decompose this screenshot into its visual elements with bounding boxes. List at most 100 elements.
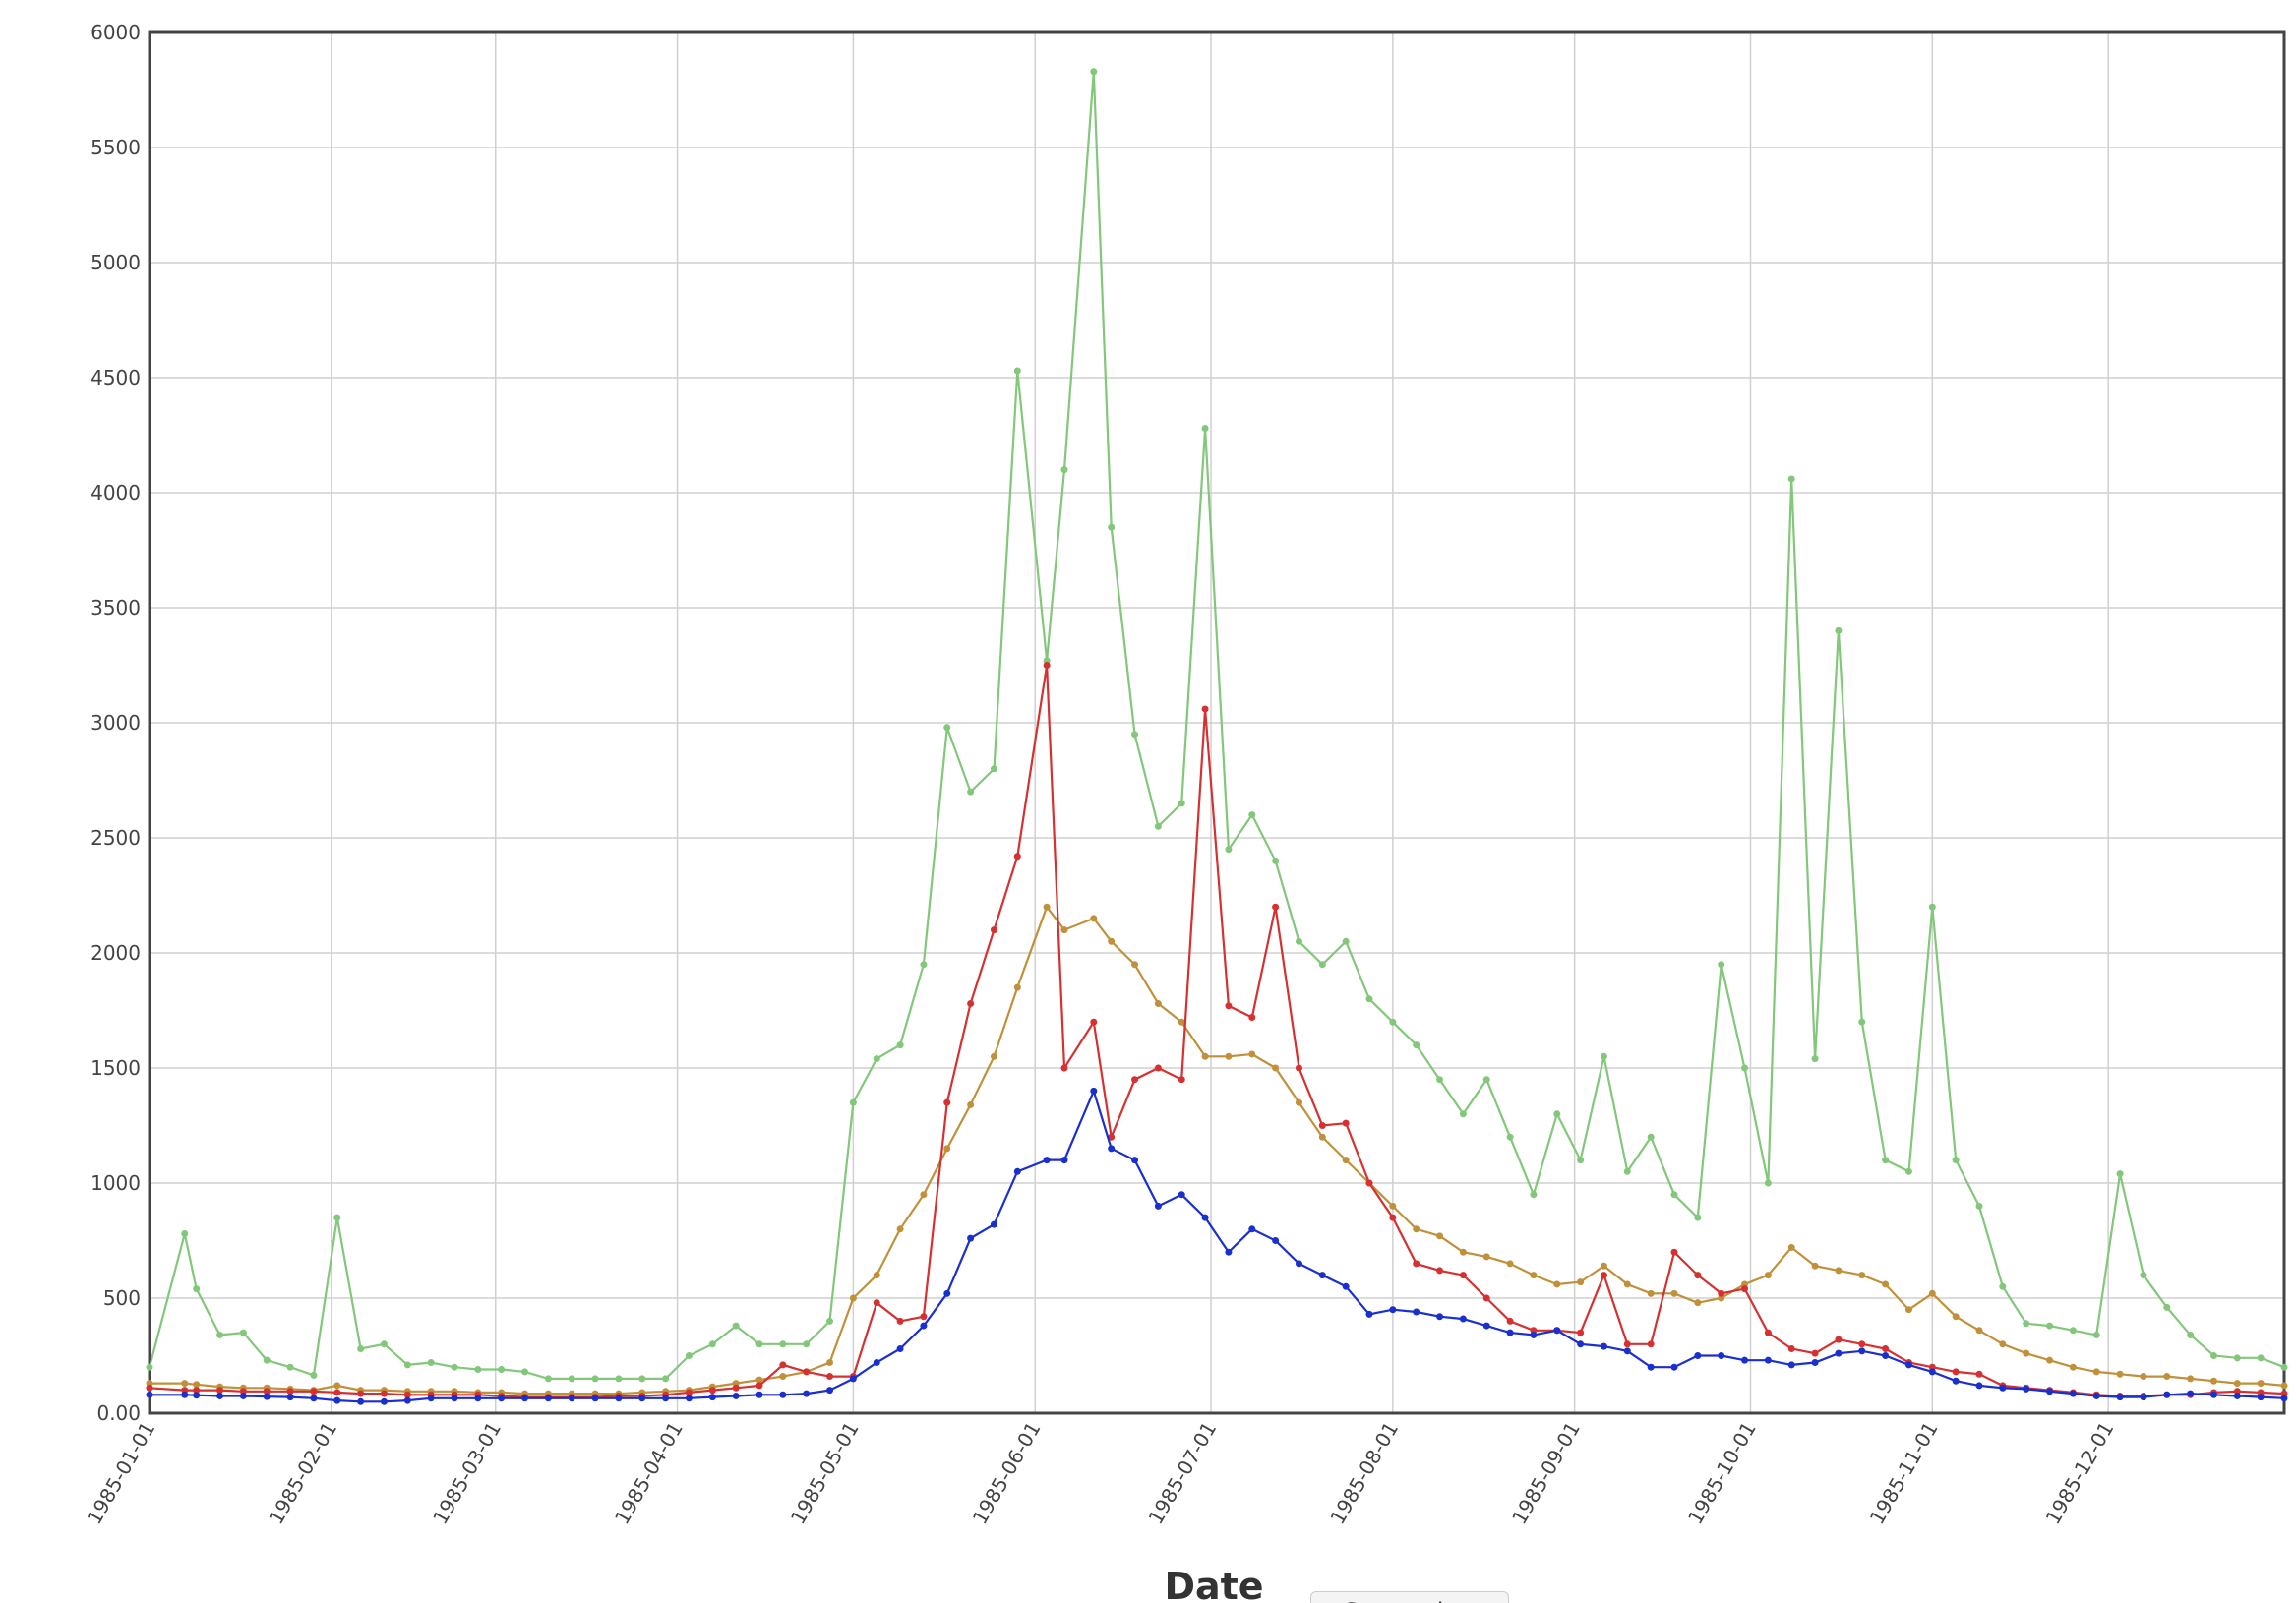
point xyxy=(1764,1179,1772,1187)
point xyxy=(803,1340,811,1348)
point xyxy=(1835,1349,1843,1357)
x-axis-label: Date xyxy=(1164,1565,1263,1603)
point xyxy=(357,1390,365,1397)
point xyxy=(1154,1202,1162,1210)
point xyxy=(1482,1294,1490,1302)
point xyxy=(662,1375,670,1383)
point xyxy=(286,1394,294,1401)
x-tick-label: 1985-02-01 xyxy=(264,1418,341,1529)
point xyxy=(1225,846,1233,854)
point xyxy=(1248,811,1256,819)
point xyxy=(403,1396,411,1404)
point xyxy=(1741,1356,1749,1364)
point xyxy=(967,788,975,796)
point xyxy=(2257,1354,2265,1362)
point xyxy=(2069,1390,2077,1397)
point xyxy=(1365,1179,1373,1187)
point xyxy=(239,1329,247,1336)
point xyxy=(638,1395,646,1402)
point xyxy=(1577,1157,1585,1164)
point xyxy=(193,1392,201,1399)
point xyxy=(615,1375,623,1383)
x-tick-label: 1985-08-01 xyxy=(1325,1418,1403,1529)
point xyxy=(1694,1272,1702,1279)
point xyxy=(943,1145,951,1153)
point xyxy=(849,1098,857,1106)
point xyxy=(2023,1385,2030,1393)
point xyxy=(181,1391,189,1398)
point xyxy=(685,1389,693,1396)
point xyxy=(1928,903,1936,911)
line xyxy=(149,665,2285,1398)
series xyxy=(146,662,2288,1401)
point xyxy=(591,1395,599,1402)
point xyxy=(779,1361,787,1369)
point xyxy=(1436,1232,1444,1240)
point xyxy=(568,1395,575,1402)
point xyxy=(1225,1002,1233,1010)
point xyxy=(1318,1122,1326,1129)
point xyxy=(1178,800,1185,807)
point xyxy=(1718,1289,1725,1297)
point xyxy=(1318,961,1326,969)
point xyxy=(568,1375,575,1383)
point xyxy=(1013,853,1021,861)
point xyxy=(1201,1052,1209,1060)
y-tick-label: 500 xyxy=(103,1286,141,1310)
point xyxy=(2046,1356,2054,1364)
point xyxy=(193,1381,201,1389)
point xyxy=(1858,1018,1866,1026)
point xyxy=(1975,1382,1983,1390)
point xyxy=(193,1387,201,1395)
point xyxy=(1108,1145,1116,1153)
point xyxy=(685,1395,693,1402)
point xyxy=(1718,1352,1725,1359)
point xyxy=(1952,1313,1960,1321)
point xyxy=(1365,1310,1373,1318)
point xyxy=(427,1359,435,1367)
y-tick-label: 2500 xyxy=(91,826,141,850)
point xyxy=(2187,1331,2195,1338)
y-tick-label: 2000 xyxy=(91,941,141,965)
point xyxy=(193,1285,201,1293)
point xyxy=(967,1100,975,1108)
point xyxy=(1013,1167,1021,1175)
x-tick-label: 1985-07-01 xyxy=(1143,1418,1221,1529)
point xyxy=(1482,1322,1490,1330)
point xyxy=(1389,1214,1397,1221)
point xyxy=(1043,903,1051,911)
point xyxy=(1389,1018,1397,1026)
point xyxy=(1623,1340,1631,1348)
point xyxy=(1178,1076,1185,1084)
point xyxy=(896,1225,904,1233)
point xyxy=(1272,857,1280,864)
point xyxy=(1952,1377,1960,1385)
point xyxy=(896,1317,904,1325)
point xyxy=(1577,1329,1585,1336)
point xyxy=(1201,705,1209,713)
point xyxy=(2233,1354,2241,1362)
y-tick-label: 3500 xyxy=(91,596,141,620)
y-tick-label: 4000 xyxy=(91,481,141,505)
point xyxy=(2023,1320,2030,1328)
point xyxy=(803,1368,811,1376)
point xyxy=(2257,1394,2265,1401)
point xyxy=(2092,1392,2100,1399)
point xyxy=(896,1041,904,1049)
y-tick-label: 3000 xyxy=(91,711,141,735)
point xyxy=(1178,1191,1185,1199)
x-tick-label: 1985-09-01 xyxy=(1507,1418,1585,1529)
point xyxy=(1482,1253,1490,1261)
point xyxy=(2092,1368,2100,1376)
point xyxy=(990,1052,997,1060)
point xyxy=(1459,1315,1467,1323)
screenshot-button[interactable]: Screenshot xyxy=(1310,1591,1509,1603)
point xyxy=(849,1294,857,1302)
point xyxy=(708,1387,716,1395)
point xyxy=(967,999,975,1007)
point xyxy=(1553,1327,1561,1335)
point xyxy=(1787,1361,1795,1369)
point xyxy=(1436,1076,1444,1084)
point xyxy=(544,1375,552,1383)
point xyxy=(498,1366,506,1374)
